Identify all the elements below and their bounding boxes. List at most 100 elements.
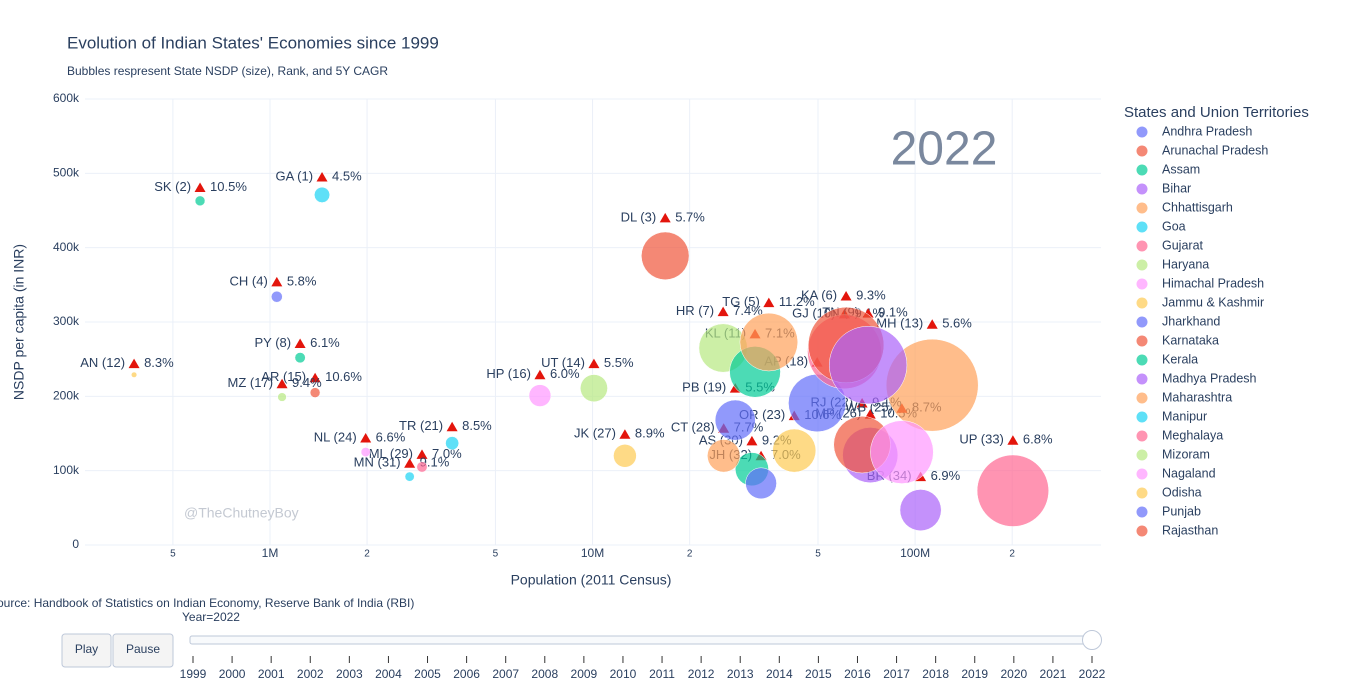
slider-step-label[interactable]: 2006 xyxy=(453,667,480,681)
slider-step-label[interactable]: 2002 xyxy=(297,667,324,681)
slider-step-label[interactable]: 2009 xyxy=(571,667,598,681)
legend-label[interactable]: Kerala xyxy=(1162,352,1198,366)
legend-swatch[interactable] xyxy=(1136,297,1148,309)
slider-current: Year=2022 xyxy=(182,610,240,624)
annotation-label: SK (2) xyxy=(154,179,191,194)
legend-label[interactable]: Meghalaya xyxy=(1162,428,1223,442)
slider-step-label[interactable]: 1999 xyxy=(180,667,207,681)
legend-swatch[interactable] xyxy=(1136,164,1148,176)
change-marker xyxy=(619,429,631,439)
legend-label[interactable]: Madhya Pradesh xyxy=(1162,371,1257,385)
slider-step-label[interactable]: 2017 xyxy=(883,667,910,681)
annotation-label: PB (19) xyxy=(682,380,726,395)
legend-label[interactable]: Jharkhand xyxy=(1162,314,1220,328)
legend-swatch[interactable] xyxy=(1136,411,1148,423)
annotation-label: DL (3) xyxy=(621,209,657,224)
bubble xyxy=(294,352,306,364)
legend-label[interactable]: Bihar xyxy=(1162,181,1191,195)
change-marker xyxy=(840,290,852,301)
legend-swatch[interactable] xyxy=(1136,126,1148,138)
change-marker xyxy=(659,212,671,223)
legend-label[interactable]: Maharashtra xyxy=(1162,390,1232,404)
annotation-label: MZ (17) xyxy=(228,375,274,390)
change-marker xyxy=(294,338,306,349)
slider-step-label[interactable]: 2005 xyxy=(414,667,441,681)
slider-step-label[interactable]: 2014 xyxy=(766,667,793,681)
legend-swatch[interactable] xyxy=(1136,506,1148,518)
button[interactable] xyxy=(112,633,174,668)
legend-swatch[interactable] xyxy=(1136,221,1148,233)
legend-swatch[interactable] xyxy=(1136,278,1148,290)
legend-label[interactable]: Gujarat xyxy=(1162,238,1204,252)
button[interactable] xyxy=(61,633,112,668)
legend-swatch[interactable] xyxy=(1136,145,1148,157)
annotation-change: 9.1% xyxy=(878,305,908,320)
slider-step-label[interactable]: 2004 xyxy=(375,667,402,681)
change-marker xyxy=(416,449,428,459)
slider-step-label[interactable]: 2001 xyxy=(258,667,285,681)
annotation-label: AN (12) xyxy=(80,355,125,370)
slider[interactable]: 1999 2000 2001 2002 2003 2004 2005 2006 2007 2008… xyxy=(180,630,1106,682)
annotation-change: 10.5% xyxy=(210,179,247,194)
x-tick-label: 2 xyxy=(364,549,370,560)
change-marker xyxy=(128,358,140,369)
button-label[interactable]: Pause xyxy=(126,642,160,656)
slider-step-label[interactable]: 2008 xyxy=(531,667,558,681)
slider-step-label[interactable]: 2016 xyxy=(844,667,871,681)
slider-step-label[interactable]: 2019 xyxy=(961,667,988,681)
change-marker xyxy=(276,378,288,389)
legend-swatch[interactable] xyxy=(1136,373,1148,385)
button-label[interactable]: Play xyxy=(75,642,98,656)
slider-step-label[interactable]: 2022 xyxy=(1079,667,1106,681)
annotation-label: CH (4) xyxy=(230,273,268,288)
legend-swatch[interactable] xyxy=(1136,392,1148,404)
slider-step-label[interactable]: 2021 xyxy=(1040,667,1067,681)
slider-step-label[interactable]: 2018 xyxy=(922,667,949,681)
slider-step-label[interactable]: 2010 xyxy=(610,667,637,681)
legend-swatch[interactable] xyxy=(1136,449,1148,461)
legend-swatch[interactable] xyxy=(1136,259,1148,271)
bubble xyxy=(194,195,206,207)
slider-step-label[interactable]: 2007 xyxy=(492,667,519,681)
annotation-change: 8.5% xyxy=(462,418,492,433)
bubble xyxy=(445,436,459,451)
legend-label[interactable]: Goa xyxy=(1162,219,1186,233)
legend-label[interactable]: Haryana xyxy=(1162,257,1209,271)
legend-label[interactable]: Rajasthan xyxy=(1162,523,1218,537)
legend-swatch[interactable] xyxy=(1136,316,1148,328)
legend-swatch[interactable] xyxy=(1136,240,1148,252)
legend-label[interactable]: Arunachal Pradesh xyxy=(1162,143,1268,157)
slider-step-label[interactable]: 2011 xyxy=(649,667,675,681)
slider-handle[interactable] xyxy=(1082,630,1102,650)
change-marker xyxy=(717,306,729,317)
slider-step-label[interactable]: 2003 xyxy=(336,667,363,681)
legend-label[interactable]: Odisha xyxy=(1162,485,1202,499)
legend-label[interactable]: Chhattisgarh xyxy=(1162,200,1233,214)
slider-step-label[interactable]: 2000 xyxy=(219,667,246,681)
slider-step-label[interactable]: 2013 xyxy=(727,667,754,681)
legend-swatch[interactable] xyxy=(1136,525,1148,537)
legend-label[interactable]: Nagaland xyxy=(1162,466,1216,480)
legend-swatch[interactable] xyxy=(1136,183,1148,195)
legend-swatch[interactable] xyxy=(1136,202,1148,214)
legend-swatch[interactable] xyxy=(1136,468,1148,480)
legend-swatch[interactable] xyxy=(1136,354,1148,366)
slider-step-label[interactable]: 2012 xyxy=(688,667,715,681)
slider-step-label[interactable]: 2015 xyxy=(805,667,832,681)
legend-label[interactable]: Karnataka xyxy=(1162,333,1219,347)
legend-swatch[interactable] xyxy=(1136,335,1148,347)
slider-track[interactable] xyxy=(189,635,1093,645)
legend-label[interactable]: Jammu & Kashmir xyxy=(1162,295,1264,309)
legend-label[interactable]: Andhra Pradesh xyxy=(1162,124,1252,138)
annotation-label: KA (6) xyxy=(801,287,837,302)
legend-swatch[interactable] xyxy=(1136,487,1148,499)
legend-label[interactable]: Punjab xyxy=(1162,504,1201,518)
legend-label[interactable]: Assam xyxy=(1162,162,1200,176)
grid-layer: 0 100k 200k 300k 400k 500k 600k 5 1M 2 5 10M 2 5 100M 2 xyxy=(53,91,1101,560)
legend-swatch[interactable] xyxy=(1136,430,1148,442)
legend-label[interactable]: Manipur xyxy=(1162,409,1207,423)
slider-step-label[interactable]: 2020 xyxy=(1000,667,1027,681)
legend-label[interactable]: Mizoram xyxy=(1162,447,1210,461)
legend-label[interactable]: Himachal Pradesh xyxy=(1162,276,1264,290)
